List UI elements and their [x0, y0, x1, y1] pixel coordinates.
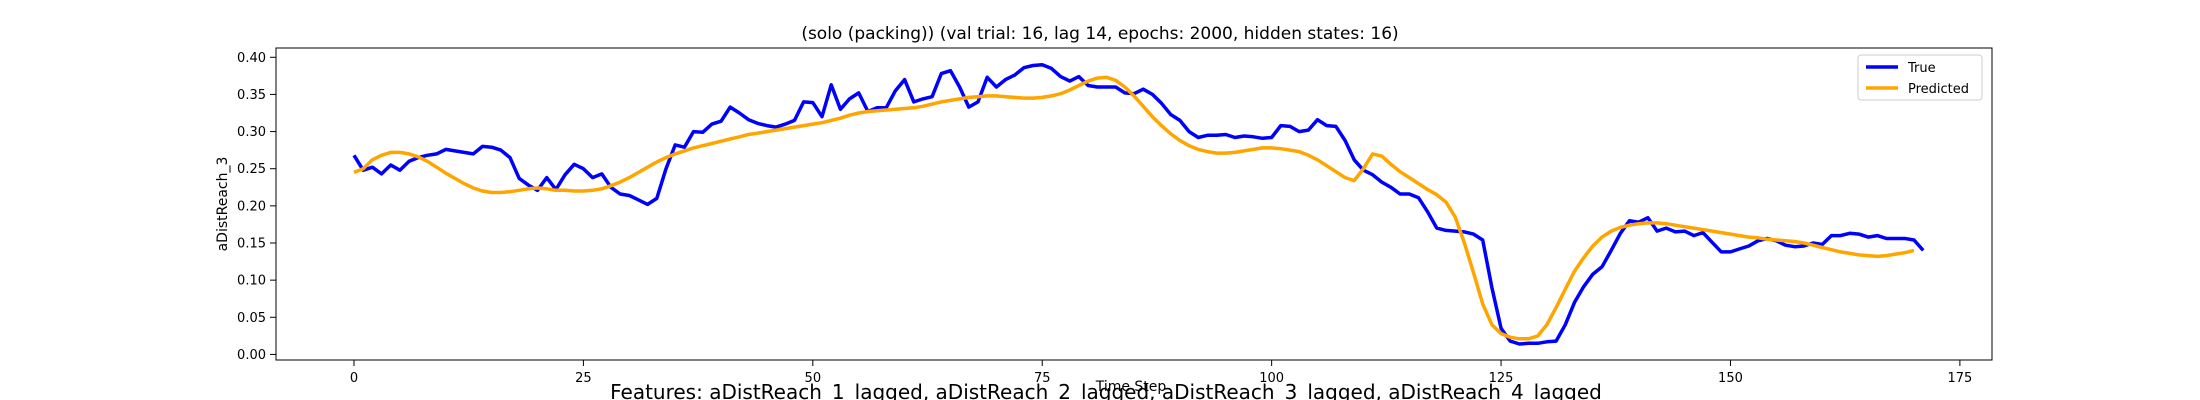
- series-line-predicted: [353, 75, 1915, 341]
- legend-label-true: True: [1907, 61, 1936, 76]
- series-line-true: [352, 62, 1925, 346]
- y-axis-label: aDistReach_3: [215, 157, 231, 252]
- x-tick-label: 150: [1718, 371, 1743, 386]
- y-tick-label: 0.05: [237, 311, 266, 326]
- features-caption: Features: aDistReach_1_lagged, aDistReac…: [610, 380, 1602, 400]
- legend-label-predicted: Predicted: [1908, 82, 1969, 97]
- y-tick-label: 0.25: [237, 162, 266, 177]
- plot-area: [275, 47, 1993, 361]
- x-tick-label: 175: [1947, 371, 1972, 386]
- y-tick-label: 0.30: [237, 125, 266, 140]
- x-tick-label: 0: [350, 371, 358, 386]
- x-tick-label: 50: [805, 371, 822, 386]
- x-tick-label: 75: [1034, 371, 1051, 386]
- y-tick-label: 0.20: [237, 199, 266, 214]
- x-axis-label: Time Step: [1095, 379, 1167, 395]
- x-tick-label: 25: [575, 371, 592, 386]
- x-axis: 0 25 50 75 100 125 150 175: [350, 360, 1972, 386]
- plot-frame: [275, 47, 1993, 361]
- y-tick-label: 0.15: [237, 237, 266, 252]
- series-group: [352, 62, 1925, 346]
- chart-title: (solo (packing)) (val trial: 16, lag 14,…: [801, 24, 1398, 44]
- x-tick-label: 100: [1259, 371, 1284, 386]
- y-tick-label: 0.35: [237, 88, 266, 103]
- y-tick-label: 0.10: [237, 274, 266, 289]
- y-tick-label: 0.00: [237, 348, 266, 363]
- y-axis: 0.00 0.05 0.10 0.15 0.20 0.25 0.30 0.35 0.40: [237, 51, 276, 363]
- y-tick-label: 0.40: [237, 51, 266, 66]
- chart-legend: True Predicted: [1857, 54, 1983, 101]
- x-tick-label: 125: [1489, 371, 1514, 386]
